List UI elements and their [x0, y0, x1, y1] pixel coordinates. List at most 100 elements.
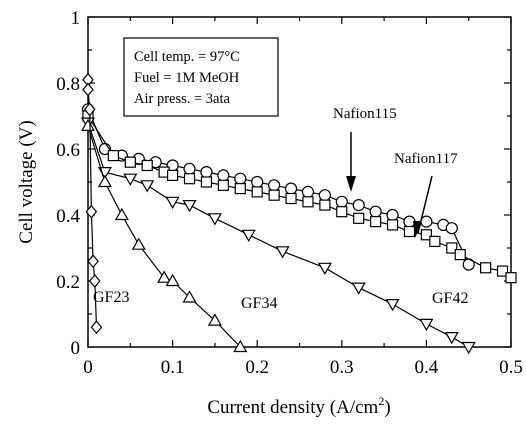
data-point-gf42 — [275, 246, 290, 259]
x-tick-label: 0 — [83, 357, 93, 378]
data-point-gf42 — [207, 213, 222, 226]
data-point-gf23 — [83, 102, 96, 117]
data-point-nafion115 — [420, 215, 433, 228]
data-point-nafion115 — [251, 175, 264, 189]
series-layer — [80, 72, 517, 355]
x-axis-title-end: ) — [384, 397, 390, 418]
series-gf42 — [80, 117, 476, 355]
info-box: Cell temp. = 97°C Fuel = 1M MeOH Air pre… — [123, 37, 279, 117]
data-point-gf23 — [82, 82, 94, 97]
data-point-gf34 — [182, 290, 197, 303]
data-point-gf42 — [165, 196, 180, 210]
data-point-nafion117 — [217, 179, 229, 191]
data-point-gf34 — [207, 313, 222, 326]
data-point-nafion117 — [124, 156, 136, 168]
data-point-nafion117 — [454, 249, 466, 261]
arrow-nafion117 — [413, 175, 433, 238]
data-point-nafion115 — [318, 189, 331, 202]
data-point-nafion115 — [268, 179, 281, 192]
data-point-nafion115 — [284, 182, 298, 195]
x-tick-label: 0.5 — [499, 357, 523, 378]
data-point-nafion115 — [352, 199, 365, 212]
data-point-gf34 — [233, 339, 248, 353]
info-line-pressure: Air press. = 3ata — [134, 91, 231, 107]
y-tick-label: 0.2 — [56, 272, 80, 293]
data-point-nafion117 — [386, 219, 399, 231]
y-tick-label: 1 — [71, 8, 81, 29]
data-point-gf34 — [157, 270, 172, 283]
data-point-nafion117 — [420, 229, 432, 241]
data-point-gf23 — [87, 254, 99, 269]
data-point-gf23 — [90, 320, 103, 335]
label-gf42: GF42 — [432, 290, 468, 307]
data-point-nafion117 — [107, 150, 119, 162]
x-tick-label: 0.4 — [415, 357, 439, 378]
data-point-nafion117 — [496, 265, 509, 277]
x-axis-title-main: Current density (A/cm — [207, 397, 378, 418]
info-line-fuel: Fuel = 1M MeOH — [134, 70, 240, 86]
data-point-nafion117 — [403, 225, 416, 238]
data-point-nafion115 — [183, 162, 196, 175]
data-point-gf42 — [123, 173, 138, 186]
data-point-gf34 — [80, 118, 96, 131]
data-point-nafion117 — [251, 186, 263, 198]
data-point-gf42 — [140, 180, 155, 193]
data-point-nafion115 — [234, 172, 247, 185]
data-point-gf34 — [97, 174, 112, 188]
x-tick-label: 0.3 — [330, 357, 354, 378]
data-point-nafion115 — [369, 205, 382, 218]
data-point-nafion115 — [217, 169, 230, 182]
x-axis-title-sup: 2 — [378, 394, 384, 408]
label-gf23: GF23 — [93, 289, 129, 306]
arrow-nafion115 — [346, 132, 356, 192]
data-point-gf42 — [461, 341, 476, 355]
data-point-nafion117 — [505, 272, 517, 284]
data-point-nafion117 — [370, 216, 382, 228]
data-point-nafion115 — [301, 185, 315, 198]
data-point-nafion115 — [445, 222, 458, 235]
annotation-nafion115: Nafion115 — [333, 106, 397, 122]
y-tick-label: 0.4 — [56, 206, 80, 227]
data-point-gf34 — [165, 273, 180, 287]
data-point-nafion117 — [234, 183, 246, 195]
data-point-nafion117 — [353, 212, 365, 224]
y-tick-labels: 0 0.2 0.4 0.6 0.8 1 — [56, 8, 80, 359]
data-point-gf42 — [317, 262, 332, 276]
y-axis-title: Cell voltage (V) — [16, 120, 37, 243]
data-point-nafion117 — [480, 262, 492, 274]
data-point-gf34 — [131, 237, 146, 250]
series-gf23 — [82, 72, 103, 335]
data-point-gf42 — [351, 282, 366, 295]
info-box-frame — [123, 37, 279, 117]
data-point-nafion117 — [268, 189, 280, 201]
data-point-gf42 — [241, 229, 256, 243]
data-point-gf42 — [444, 332, 459, 345]
data-point-gf23 — [85, 204, 98, 219]
data-point-nafion115 — [335, 195, 348, 208]
data-point-nafion117 — [446, 242, 458, 254]
x-axis-title: Current density (A/cm2) — [207, 394, 390, 418]
info-line-temp: Cell temp. = 97°C — [134, 49, 240, 65]
y-tick-label: 0.6 — [56, 140, 80, 161]
data-point-nafion117 — [302, 196, 314, 208]
data-point-nafion117 — [336, 206, 348, 218]
data-point-nafion115 — [200, 166, 213, 179]
data-point-nafion117 — [429, 235, 441, 247]
y-tick-label: 0 — [71, 338, 81, 359]
data-point-gf23 — [88, 274, 101, 288]
data-point-nafion117 — [200, 176, 213, 188]
label-gf34: GF34 — [241, 295, 277, 312]
data-point-nafion117 — [167, 169, 179, 181]
data-point-nafion117 — [319, 199, 331, 211]
data-point-gf42 — [182, 200, 197, 213]
data-point-nafion117 — [141, 159, 153, 172]
x-tick-label: 0.2 — [245, 357, 269, 378]
series-gf34 — [80, 118, 248, 353]
data-point-gf34 — [114, 207, 129, 221]
series-nafion117 — [82, 110, 517, 284]
annotation-nafion117: Nafion117 — [394, 151, 458, 167]
data-point-gf42 — [385, 299, 400, 312]
x-tick-labels: 0 0.1 0.2 0.3 0.4 0.5 — [83, 357, 523, 378]
data-point-nafion115 — [386, 208, 399, 222]
